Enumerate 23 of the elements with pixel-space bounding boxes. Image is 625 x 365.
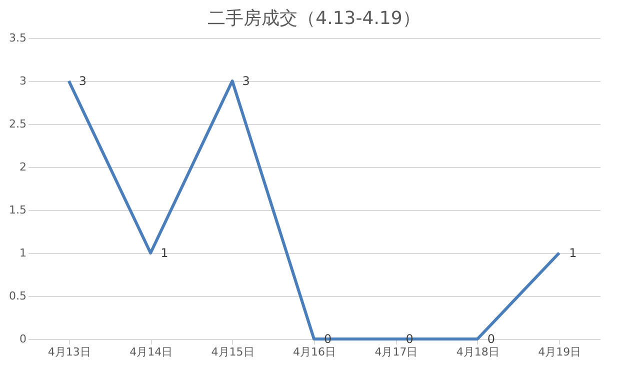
x-tick-label: 4月17日 <box>374 346 418 358</box>
data-label: 0 <box>487 332 496 346</box>
y-tick-label: 1 <box>20 246 26 260</box>
data-label: 0 <box>406 332 414 346</box>
y-tick-label: 2.5 <box>9 118 26 130</box>
y-tick-label: 0 <box>20 332 26 346</box>
y-tick-label: 0.5 <box>9 290 26 302</box>
data-label: 1 <box>160 246 168 260</box>
data-label: 3 <box>78 74 86 88</box>
x-tick-label: 4月13日 <box>48 346 91 358</box>
data-label: 3 <box>242 74 250 88</box>
chart-title: 二手房成交（4.13-4.19） <box>208 8 420 29</box>
data-label: 0 <box>324 332 332 346</box>
y-tick-label: 3.5 <box>9 32 26 44</box>
y-tick-label: 3 <box>20 74 26 88</box>
x-tick-label: 4月14日 <box>130 346 173 358</box>
x-tick-label: 4月19日 <box>538 346 582 358</box>
x-tick-label: 4月15日 <box>211 346 254 358</box>
x-tick-label: 4月16日 <box>293 346 336 358</box>
data-label: 1 <box>569 246 577 260</box>
x-tick-label: 4月18日 <box>456 346 500 358</box>
y-tick-label: 2 <box>20 160 26 174</box>
y-tick-label: 1.5 <box>9 204 26 216</box>
